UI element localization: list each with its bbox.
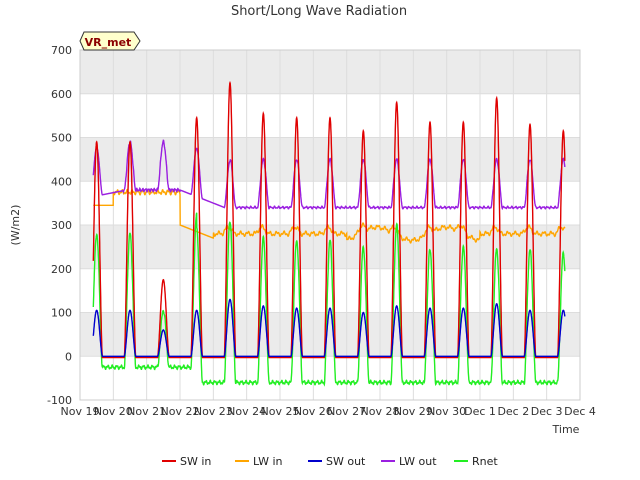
series-line-lw-out [92, 139, 566, 211]
legend: SW in LW in SW out LW out Rnet [162, 455, 498, 468]
legend-label: SW out [326, 455, 366, 468]
series-line-sw-in [92, 80, 566, 359]
x-tick-label: Nov 30 [427, 405, 466, 418]
legend-label: LW in [253, 455, 283, 468]
chart-title: Short/Long Wave Radiation [231, 4, 407, 19]
grid-band [80, 50, 580, 94]
y-tick-label: 400 [51, 175, 72, 188]
y-tick-label: 300 [51, 219, 72, 232]
x-tick-label: Nov 20 [94, 405, 133, 418]
y-tick-label: -100 [47, 394, 72, 407]
legend-label: Rnet [472, 455, 498, 468]
x-tick-label: Dec 2 [497, 405, 529, 418]
x-tick-label: Dec 3 [531, 405, 563, 418]
y-tick-label: 700 [51, 44, 72, 57]
legend-label: LW out [399, 455, 437, 468]
station-label: VR_met [85, 36, 132, 49]
x-tick-label: Nov 21 [127, 405, 166, 418]
x-tick-label: Nov 27 [327, 405, 366, 418]
x-tick-label: Nov 25 [261, 405, 300, 418]
x-tick-label: Nov 26 [294, 405, 333, 418]
y-tick-label: 100 [51, 307, 72, 320]
series-lines [92, 80, 566, 387]
y-axis-label: (W/m2) [9, 205, 22, 246]
legend-label: SW in [180, 455, 211, 468]
series-line-rnet [92, 212, 566, 387]
x-axis-label: Time [552, 423, 580, 436]
x-tick-label: Nov 23 [194, 405, 233, 418]
y-tick-label: 0 [65, 350, 72, 363]
series-line-sw-out [92, 298, 566, 357]
y-tick-label: 600 [51, 88, 72, 101]
x-tick-label: Nov 24 [227, 405, 266, 418]
x-tick-label: Nov 28 [361, 405, 400, 418]
x-tick-label: Nov 29 [394, 405, 433, 418]
plot-frame [79, 49, 581, 401]
y-tick-label: 500 [51, 132, 72, 145]
y-tick-labels: -100 0 100 200 300 400 500 600 700 [47, 44, 72, 407]
grid-band [80, 312, 580, 357]
series-line-lw-in [93, 188, 566, 244]
x-tick-label: Dec 4 [564, 405, 596, 418]
x-tick-label: Nov 19 [61, 405, 100, 418]
x-tick-label: Dec 1 [464, 405, 496, 418]
grid-band [80, 225, 580, 269]
x-tick-label: Nov 22 [161, 405, 200, 418]
y-tick-label: 200 [51, 263, 72, 276]
station-label-box: VR_met [79, 31, 141, 51]
